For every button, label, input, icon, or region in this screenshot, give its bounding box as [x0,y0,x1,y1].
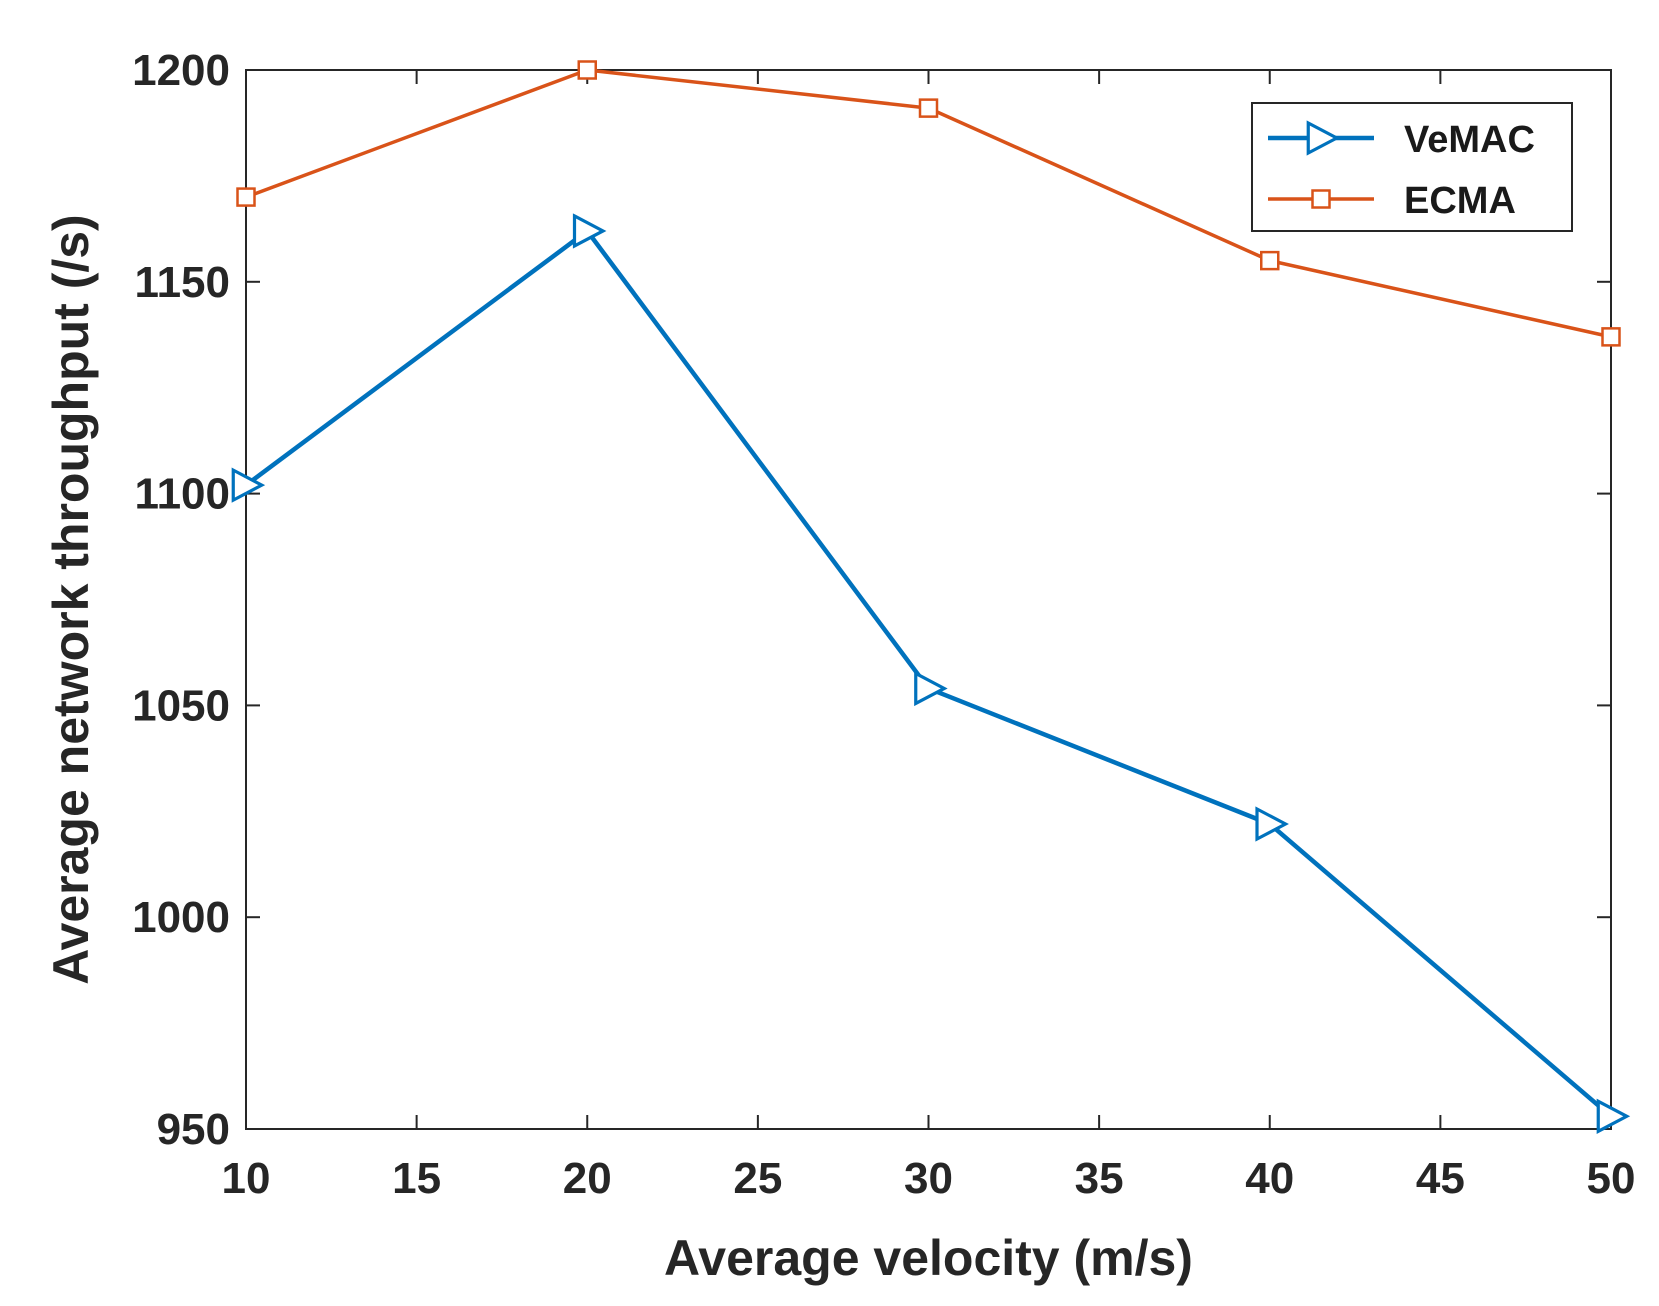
x-tick-label: 35 [1075,1154,1124,1203]
legend-swatch-marker [1306,120,1341,156]
data-point [236,187,256,207]
axis-ticks: 10 15 20 25 30 35 40 45 50 950 1000 1050 1100 1150 120… [132,46,1635,1203]
data-point [1596,1098,1631,1134]
legend-label: VeMAC [1404,119,1535,161]
x-tick-label: 40 [1245,1154,1294,1203]
legend-box [1251,102,1573,232]
legend-swatch-marker [1311,189,1331,209]
y-tick-label: 1050 [132,681,230,730]
data-point [572,213,607,249]
legend-label: ECMA [1404,180,1516,222]
plot-area [245,69,1612,1130]
series-ecma [236,60,1621,347]
x-tick-label: 50 [1587,1154,1636,1203]
data-point [577,60,597,80]
data-point [918,98,939,118]
series-vemac [231,213,1631,1134]
y-axis-label: Average network throughput (/s) [43,214,99,984]
data-point [1260,250,1280,271]
y-tick-label: 1150 [135,258,230,307]
y-tick-label: 950 [157,1105,230,1154]
y-tick-label: 1200 [132,46,230,95]
series-layer [231,60,1631,1134]
data-point [231,467,266,503]
x-axis-label: Average velocity (m/s) [664,1230,1193,1286]
x-tick-label: 30 [904,1154,953,1203]
x-tick-label: 25 [733,1154,782,1203]
data-point [914,670,948,707]
data-point [1255,806,1289,842]
x-tick-label: 15 [392,1154,441,1203]
y-tick-label: 1000 [132,893,230,942]
y-tick-label: 1100 [135,470,230,519]
x-tick-label: 20 [563,1154,612,1203]
data-point [1601,327,1621,347]
x-tick-label: 10 [222,1154,271,1203]
legend: VeMAC ECMA [1251,102,1573,232]
x-tick-label: 45 [1416,1154,1465,1203]
